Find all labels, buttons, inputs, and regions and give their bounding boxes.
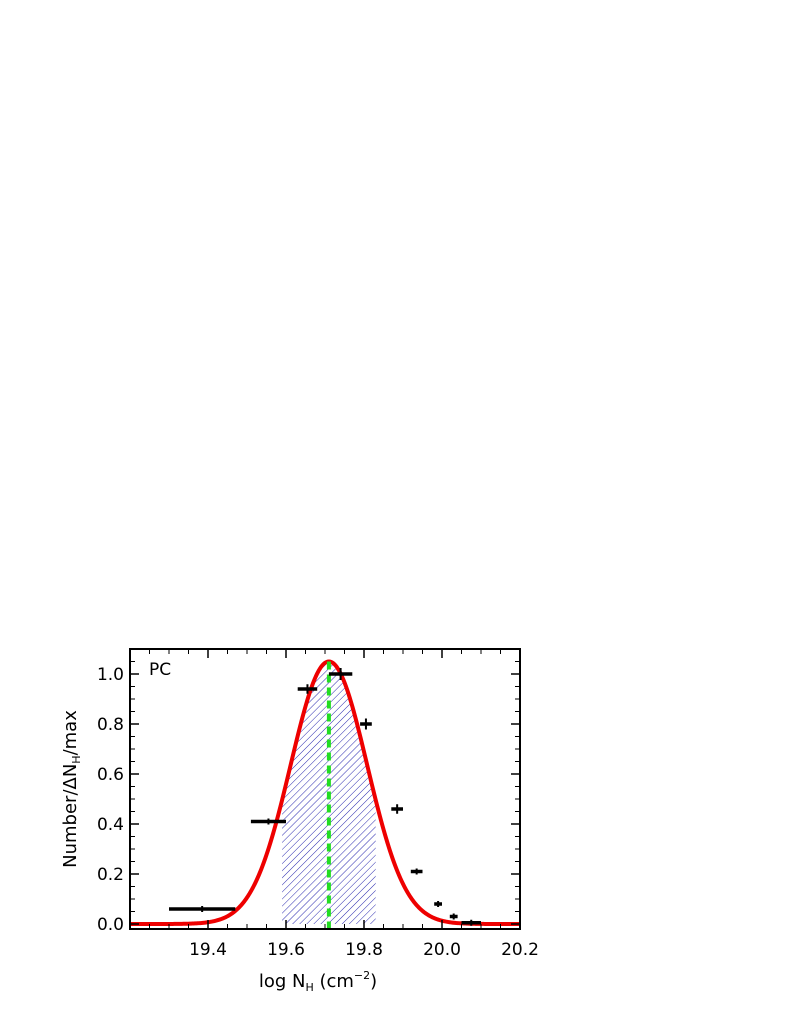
y-tick-label: 0.8 bbox=[97, 715, 124, 735]
y-tick-label: 0.6 bbox=[97, 765, 124, 785]
ticks-layer: 19.4 19.6 19.8 20.0 20.2 0.0 0.2 0.4 0.6 0.8 1.0 bbox=[97, 648, 539, 960]
histogram-bin bbox=[297, 684, 318, 694]
x-tick-label: 19.8 bbox=[345, 940, 383, 960]
fit-layer bbox=[130, 659, 520, 926]
histogram-bin bbox=[391, 804, 403, 814]
panel-label: PC bbox=[149, 660, 171, 680]
plot-frame bbox=[129, 648, 521, 930]
y-tick-label: 0.0 bbox=[97, 915, 124, 935]
histogram-bin bbox=[434, 901, 442, 907]
histogram-bins-layer bbox=[169, 668, 481, 926]
x-tick-label: 19.4 bbox=[189, 940, 227, 960]
histogram-bin bbox=[360, 718, 372, 730]
histogram-bin bbox=[169, 906, 236, 912]
histogram-bin bbox=[449, 913, 458, 920]
x-tick-label: 20.0 bbox=[423, 940, 461, 960]
plot-area bbox=[130, 659, 520, 929]
y-tick-label: 0.2 bbox=[97, 865, 124, 885]
y-axis-title: Number/ΔNH/max bbox=[60, 710, 83, 868]
histogram-bin bbox=[410, 868, 423, 875]
gaussian-fit-curve bbox=[130, 659, 520, 926]
y-tick-label: 1.0 bbox=[97, 665, 124, 685]
histogram-bin bbox=[461, 919, 481, 926]
x-axis-title: log NH (cm−2) bbox=[259, 969, 377, 994]
y-tick-label: 0.4 bbox=[97, 815, 124, 835]
histogram-bin bbox=[250, 818, 286, 825]
histogram-bin bbox=[328, 668, 353, 680]
x-tick-label: 19.6 bbox=[267, 940, 305, 960]
x-tick-label: 20.2 bbox=[501, 940, 539, 960]
